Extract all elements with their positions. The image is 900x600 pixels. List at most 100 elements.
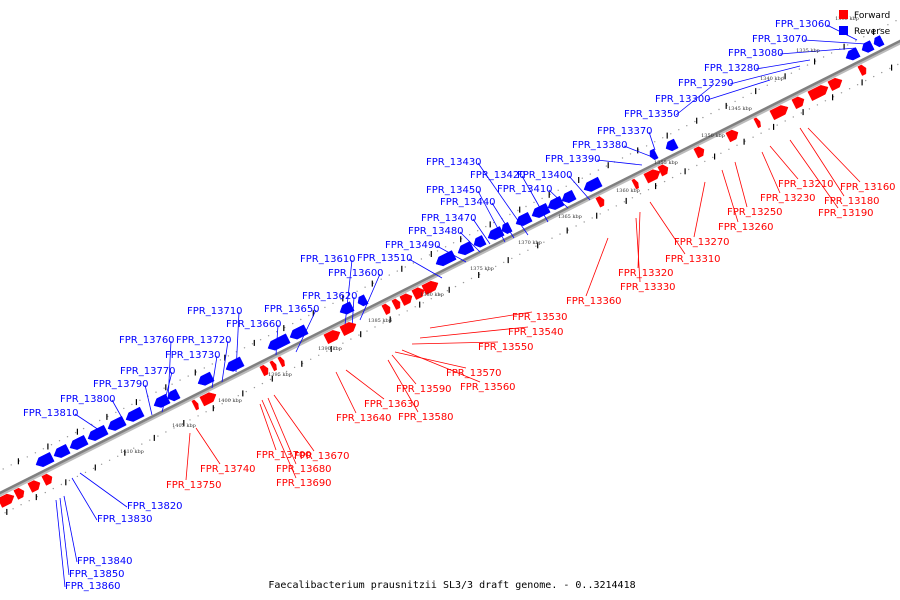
track-dot xyxy=(20,504,22,506)
forward-gene-label: FPR_13270 xyxy=(674,237,730,248)
forward-connector xyxy=(335,371,357,414)
track-dot xyxy=(565,185,567,187)
track-dot xyxy=(115,411,117,414)
forward-gene-label: FPR_13210 xyxy=(778,179,834,190)
reverse-gene-label: FPR_13370 xyxy=(597,126,653,137)
track-dot xyxy=(871,32,873,34)
track-dot xyxy=(718,108,720,111)
track-dot xyxy=(187,375,189,377)
track-dot xyxy=(221,403,223,405)
reverse-gene xyxy=(267,333,291,351)
forward-gene-label: FPR_13740 xyxy=(200,464,256,475)
track-dot xyxy=(173,427,175,429)
kbp-label: 1340 kbp xyxy=(760,76,784,82)
track-dot xyxy=(444,246,447,248)
track-dot xyxy=(710,112,712,115)
forward-gene-label: FPR_13360 xyxy=(566,296,622,307)
forward-gene xyxy=(725,129,739,143)
forward-gene-label: FPR_13260 xyxy=(718,222,774,233)
reverse-connector xyxy=(144,384,153,416)
genome-caption: Faecalibacterium prausnitzii SL3/3 draft… xyxy=(268,580,635,591)
track-dot xyxy=(557,189,559,191)
forward-gene xyxy=(339,322,357,337)
forward-gene xyxy=(807,85,829,102)
track-dot xyxy=(324,306,326,309)
reverse-gene-label: FPR_13600 xyxy=(328,268,384,279)
reverse-gene xyxy=(69,434,89,450)
track-dot xyxy=(670,133,672,135)
track-dot xyxy=(688,168,690,171)
track-dot xyxy=(736,144,738,146)
track-dot xyxy=(452,242,455,244)
track-dot xyxy=(157,435,159,437)
track-dot xyxy=(470,277,473,280)
track-dot xyxy=(60,483,63,486)
reverse-connector xyxy=(59,497,70,576)
reverse-gene-label: FPR_13660 xyxy=(226,319,282,330)
reverse-gene-label: FPR_13070 xyxy=(752,34,808,45)
reverse-gene xyxy=(583,176,603,192)
reverse-connector xyxy=(408,258,443,279)
track-dot xyxy=(873,75,875,78)
reverse-gene-label: FPR_13760 xyxy=(119,335,175,346)
forward-gene-label: FPR_13250 xyxy=(727,207,783,218)
track-dot xyxy=(720,152,722,154)
reverse-gene-label: FPR_13850 xyxy=(69,569,125,580)
track-dot xyxy=(4,512,6,514)
forward-gene-label: FPR_13230 xyxy=(760,193,816,204)
reverse-gene xyxy=(87,424,109,441)
track-dot xyxy=(253,386,256,389)
track-dot xyxy=(380,278,382,280)
reverse-gene xyxy=(473,235,487,248)
forward-connector xyxy=(585,237,609,297)
forward-gene xyxy=(693,146,705,159)
forward-gene-label: FPR_13530 xyxy=(512,312,568,323)
track-dot xyxy=(398,314,400,316)
track-dot xyxy=(219,359,222,361)
track-dot xyxy=(422,302,424,304)
forward-connector xyxy=(721,169,739,223)
forward-gene xyxy=(753,117,761,129)
track-dot xyxy=(149,439,151,441)
reverse-connector xyxy=(472,218,491,245)
forward-connector xyxy=(799,127,845,197)
track-dot xyxy=(766,84,768,87)
reverse-gene xyxy=(435,250,457,267)
track-dot xyxy=(356,290,358,292)
track-dot xyxy=(293,366,296,369)
forward-gene-label: FPR_13750 xyxy=(166,480,222,491)
reverse-gene-label: FPR_13710 xyxy=(187,306,243,317)
track-dot xyxy=(607,209,609,211)
track-dot xyxy=(269,378,272,381)
track-dot xyxy=(712,156,714,159)
reverse-gene-label: FPR_13400 xyxy=(517,170,573,181)
reverse-connector xyxy=(221,340,229,383)
track-dot xyxy=(605,165,608,167)
track-dot xyxy=(171,383,173,385)
track-dot xyxy=(895,20,897,22)
track-dot xyxy=(776,124,778,126)
track-dot xyxy=(310,358,312,360)
track-dot xyxy=(28,500,30,502)
track-dot xyxy=(229,399,231,401)
track-dot xyxy=(454,285,457,288)
track-dot xyxy=(2,468,4,470)
kbp-label: 1345 kbp xyxy=(728,106,752,112)
forward-gene-label: FPR_13630 xyxy=(364,399,420,410)
track-dot xyxy=(511,257,513,260)
forward-gene xyxy=(643,169,661,184)
forward-gene-label: FPR_13310 xyxy=(665,254,721,265)
track-dot xyxy=(117,455,119,457)
forward-gene xyxy=(323,330,341,345)
track-dot xyxy=(615,205,617,207)
track-dot xyxy=(10,464,12,466)
forward-gene xyxy=(421,280,439,295)
reverse-connector xyxy=(359,273,381,321)
reverse-gene-label: FPR_13610 xyxy=(300,254,356,265)
track-dot xyxy=(374,326,376,328)
track-dot xyxy=(495,265,497,268)
reverse-gene xyxy=(861,40,875,53)
track-dot xyxy=(203,367,205,369)
reverse-connector xyxy=(779,47,857,55)
